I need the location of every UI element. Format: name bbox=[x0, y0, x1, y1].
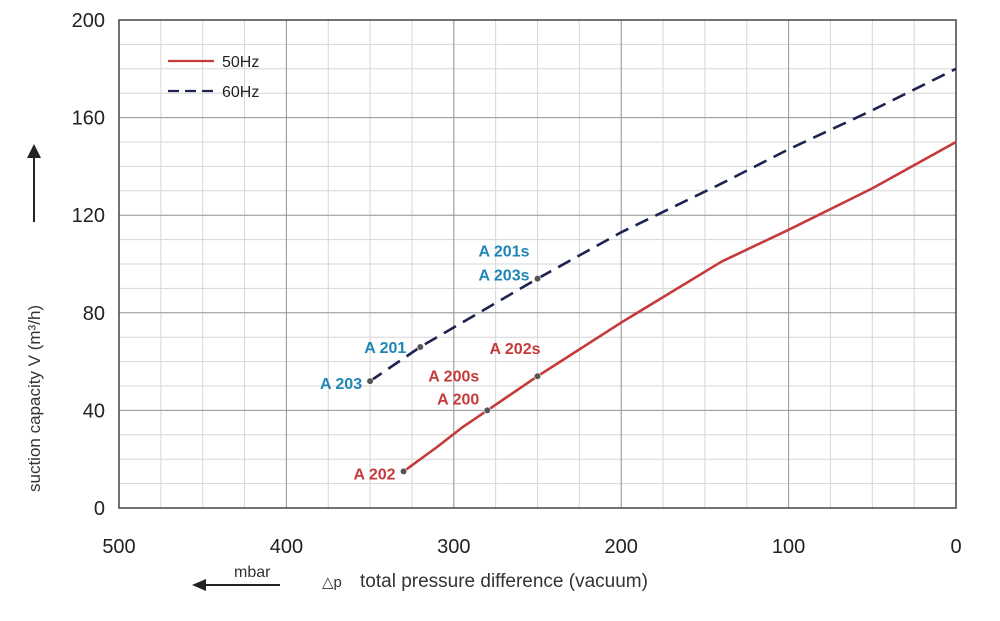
data-point-label: A 203 bbox=[320, 376, 362, 393]
y-tick-label: 160 bbox=[72, 108, 105, 130]
legend-label-60hz: 60Hz bbox=[222, 84, 259, 101]
data-point-marker bbox=[416, 343, 424, 351]
data-point-marker bbox=[533, 275, 542, 283]
x-axis-label: total pressure difference (vacuum) bbox=[360, 571, 648, 592]
tick-labels: 0 40 80 120 160 200 500 400 300 200 100 0 bbox=[72, 10, 962, 558]
y-axis-arrow-icon bbox=[27, 144, 41, 158]
y-axis-label: suction capacity V (m³/h) bbox=[25, 305, 44, 492]
annotation-layer: A 201s A 203s A 201 A 203 A 202s A 200s A 200 A… bbox=[320, 244, 541, 484]
x-tick-label: 100 bbox=[772, 536, 805, 558]
series-line-50hz bbox=[402, 140, 957, 473]
y-tick-label: 80 bbox=[83, 303, 105, 325]
markers-layer bbox=[366, 275, 542, 476]
x-tick-label: 400 bbox=[270, 536, 303, 558]
series-line-60hz bbox=[369, 67, 957, 383]
legend-label-50hz: 50Hz bbox=[222, 54, 259, 71]
data-point-marker bbox=[533, 372, 542, 380]
data-point-marker bbox=[399, 467, 408, 476]
legend: 50Hz 60Hz bbox=[168, 54, 259, 101]
data-point-label: A 201 bbox=[364, 340, 406, 357]
y-tick-label: 200 bbox=[72, 10, 105, 32]
x-tick-label: 300 bbox=[437, 536, 470, 558]
y-axis-title: suction capacity V (m³/h) bbox=[25, 144, 44, 492]
x-tick-label: 500 bbox=[102, 536, 135, 558]
y-tick-label: 40 bbox=[83, 400, 105, 422]
data-point-marker bbox=[483, 406, 491, 415]
data-point-marker bbox=[366, 377, 374, 385]
data-point-label: A 201s bbox=[479, 244, 530, 261]
y-tick-label: 120 bbox=[72, 205, 105, 227]
y-tick-label: 0 bbox=[94, 498, 105, 520]
x-axis-symbol: △p bbox=[322, 574, 342, 591]
data-point-label: A 200 bbox=[437, 391, 479, 408]
data-point-label: A 200s bbox=[428, 368, 479, 385]
x-tick-label: 0 bbox=[950, 536, 961, 558]
x-axis-unit: mbar bbox=[234, 564, 271, 581]
series-layer bbox=[369, 67, 957, 473]
plot-frame bbox=[118, 19, 957, 509]
x-axis-title: mbar △p total pressure difference (vacuu… bbox=[192, 564, 648, 592]
data-point-label: A 202s bbox=[490, 341, 541, 358]
data-point-label: A 203s bbox=[479, 268, 530, 285]
x-tick-label: 200 bbox=[605, 536, 638, 558]
data-point-label: A 202 bbox=[353, 466, 395, 483]
x-axis-arrow-icon bbox=[192, 579, 206, 591]
